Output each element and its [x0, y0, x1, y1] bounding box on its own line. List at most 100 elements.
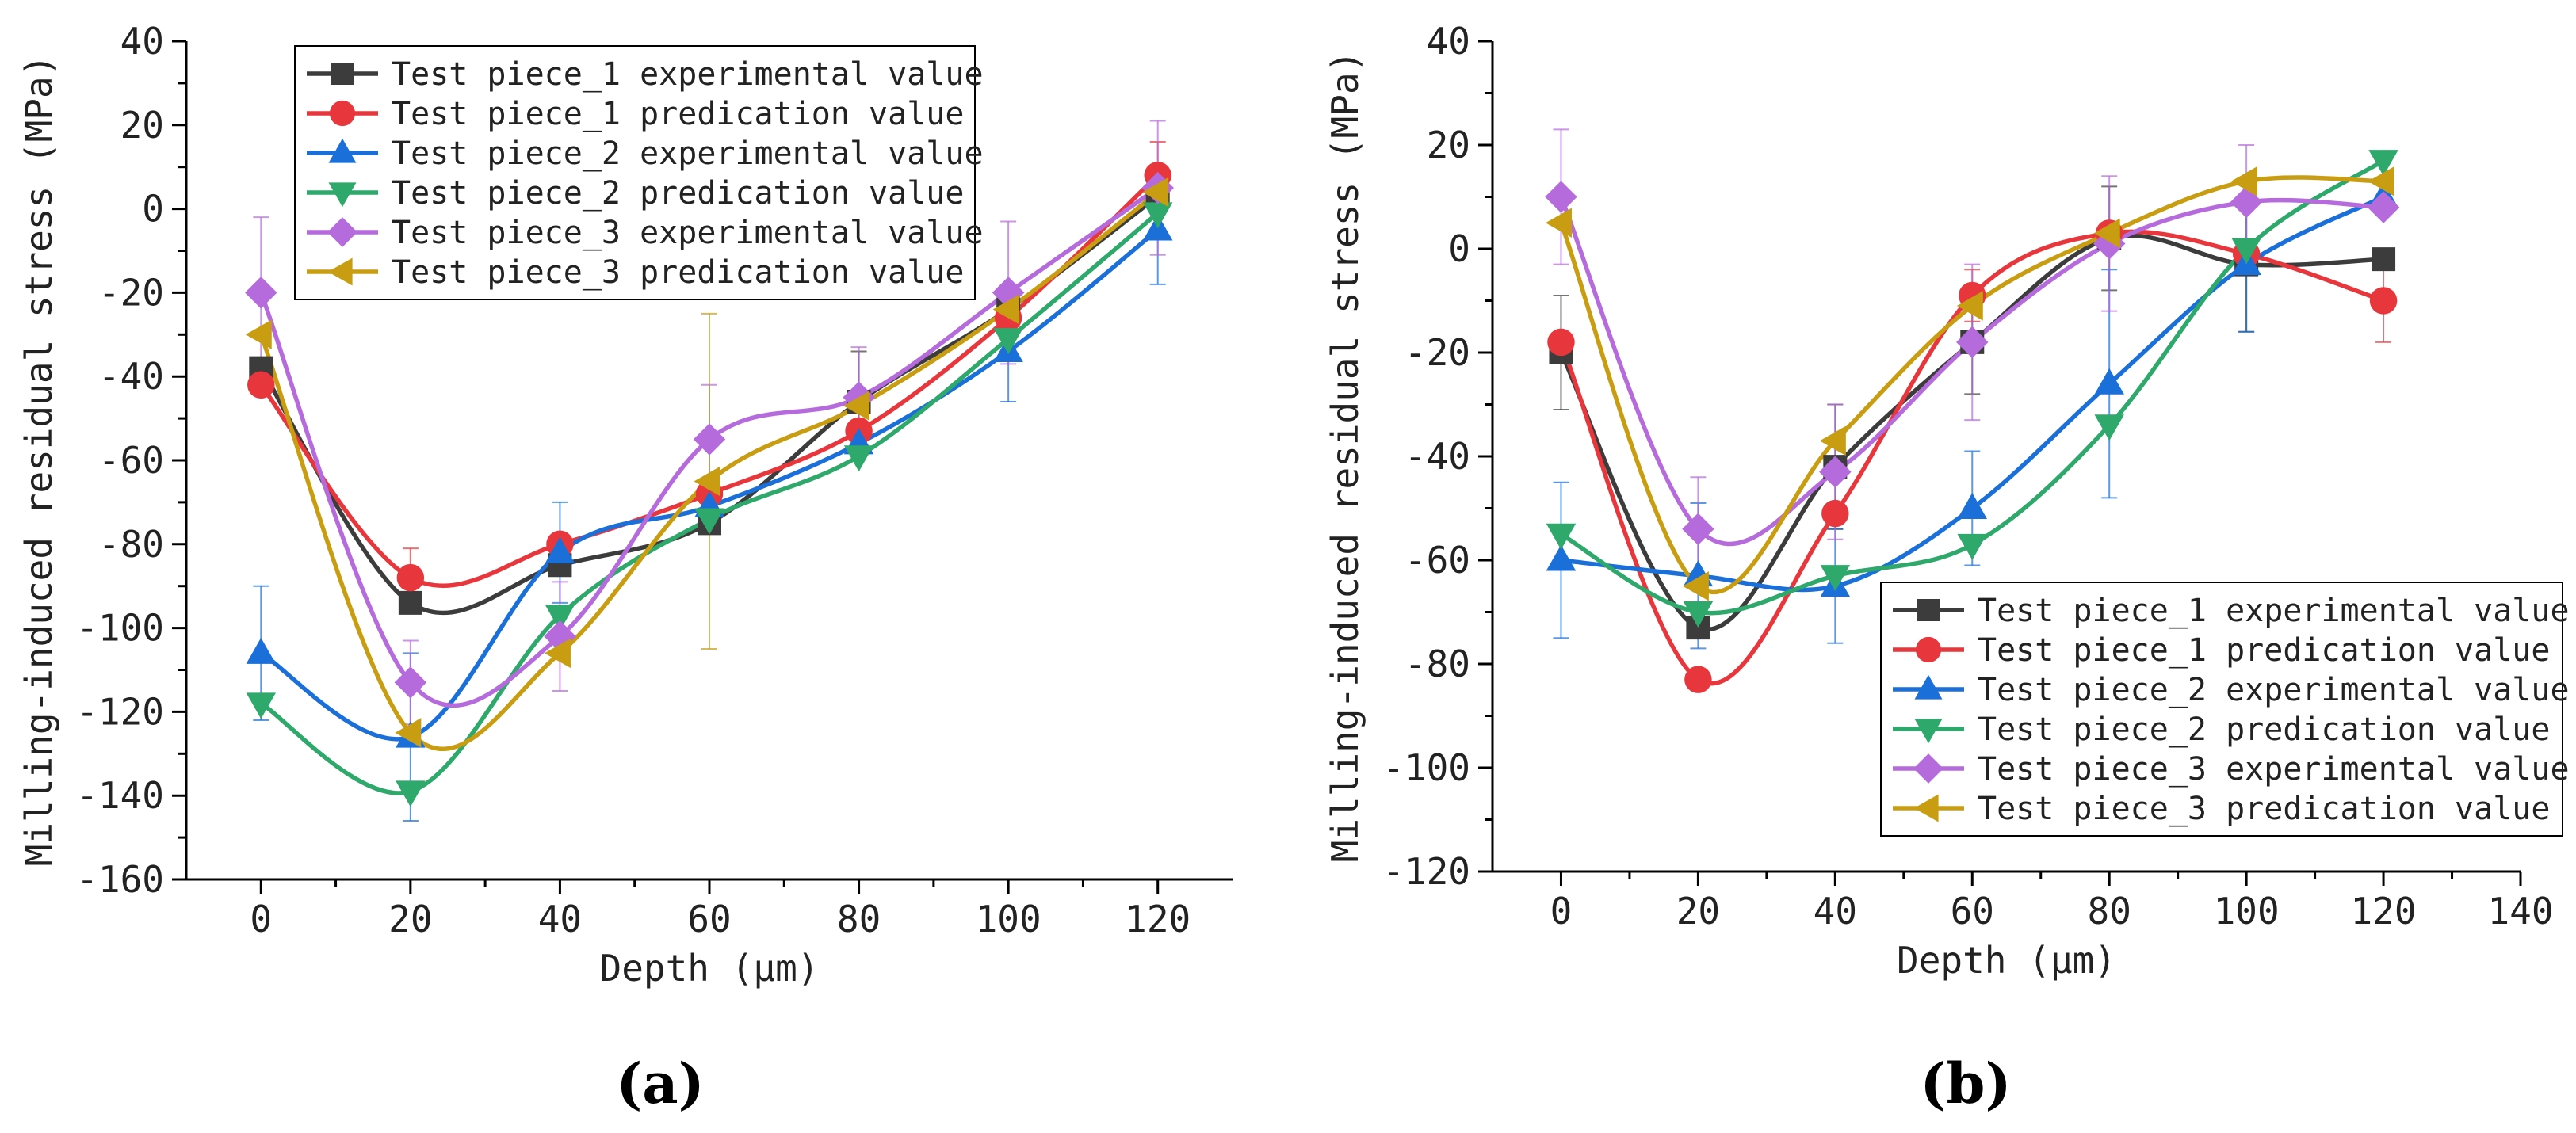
data-point	[843, 391, 870, 421]
data-point	[2369, 287, 2398, 315]
x-tick-label: 120	[1125, 898, 1191, 940]
data-point	[693, 423, 726, 456]
data-point	[1142, 202, 1173, 229]
x-tick-label: 60	[687, 898, 731, 940]
x-tick-label: 40	[1814, 890, 1857, 933]
data-point	[1956, 291, 1983, 321]
data-point	[694, 508, 724, 535]
data-point	[545, 605, 575, 631]
data-point	[2231, 238, 2261, 265]
y-tick-label: -120	[1382, 850, 1470, 893]
legend-label: Test piece_1 predication value	[1978, 632, 2550, 669]
y-tick-label: -140	[76, 774, 164, 817]
data-point	[1545, 181, 1577, 213]
x-tick-label: 80	[2088, 890, 2131, 933]
series-line	[1558, 175, 2384, 595]
legend-marker	[1914, 674, 1943, 700]
chart-panel-b: 0 20 40 60 80 100 120 140 -120 -100 -80 -60 -40 -20 0 2…	[1324, 20, 2570, 982]
legend-marker	[331, 63, 354, 85]
data-point	[247, 371, 275, 399]
data-point	[1545, 208, 1572, 238]
y-tick-label: -60	[1405, 539, 1470, 582]
data-point	[694, 466, 720, 497]
x-axis-title: Depth (μm)	[1897, 939, 2116, 982]
legend-label: Test piece_3 predication value	[1978, 791, 2550, 827]
legend-label: Test piece_1 experimental value	[392, 56, 984, 93]
panel-label-b: (b)	[1920, 1051, 2011, 1116]
data-point	[1957, 533, 1988, 560]
y-tick-label: -160	[76, 858, 164, 901]
data-point	[1957, 493, 1988, 519]
y-tick-label: -20	[1405, 331, 1470, 374]
y-tick-label: -100	[76, 607, 164, 650]
data-point	[2368, 150, 2398, 177]
y-tick-label: 40	[1427, 20, 1470, 63]
data-point	[2367, 191, 2400, 223]
data-point	[2230, 185, 2263, 219]
legend-marker	[1913, 753, 1943, 784]
data-point	[1683, 601, 1714, 628]
y-tick-label: 0	[1448, 227, 1470, 270]
legend-label: Test piece_2 predication value	[1978, 711, 2550, 748]
data-point	[2094, 368, 2124, 395]
x-tick-label: 40	[538, 898, 582, 940]
legend-marker	[329, 100, 356, 127]
y-tick-label: -40	[1405, 435, 1470, 478]
legend-marker	[1917, 599, 1940, 621]
y-tick-label: -40	[98, 355, 164, 398]
legend-label: Test piece_2 experimental value	[392, 135, 984, 172]
data-point	[1547, 328, 1575, 357]
data-point	[395, 718, 422, 748]
data-point	[544, 638, 571, 669]
data-point	[398, 590, 422, 615]
data-point	[246, 637, 277, 664]
x-tick-label: 100	[2214, 890, 2280, 933]
data-point	[2368, 166, 2394, 196]
data-point	[2093, 218, 2120, 249]
data-point	[245, 277, 277, 309]
y-tick-label: 0	[142, 188, 164, 231]
data-point	[1820, 565, 1851, 592]
x-tick-label: 0	[250, 898, 272, 940]
y-tick-label: -60	[98, 439, 164, 482]
y-tick-label: 40	[120, 20, 164, 63]
y-tick-label: 20	[1427, 124, 1470, 166]
legend-label: Test piece_3 experimental value	[392, 215, 984, 251]
data-point	[1546, 544, 1577, 571]
legend-marker	[327, 258, 353, 286]
y-tick-label: -80	[98, 523, 164, 566]
x-tick-label: 60	[1951, 890, 1994, 933]
data-point	[1686, 616, 1710, 640]
data-point	[1821, 499, 1849, 528]
data-point	[1682, 513, 1714, 545]
data-point	[1819, 425, 1846, 456]
data-point	[246, 692, 277, 719]
data-point	[2094, 414, 2124, 441]
data-point	[1682, 571, 1709, 601]
data-point	[1819, 456, 1852, 488]
legend-label: Test piece_3 experimental value	[1978, 751, 2570, 788]
x-tick-label: 80	[837, 898, 881, 940]
data-point	[396, 563, 425, 592]
data-point	[245, 319, 272, 350]
data-point	[992, 294, 1019, 325]
x-tick-label: 20	[1676, 890, 1720, 933]
legend-marker	[328, 182, 357, 208]
chart-panel-a: 0 20 40 60 80 100 120 -160 -140 -120 -100 -80 -60 -40…	[17, 20, 1233, 990]
y-axis-title: Milling-induced residual stress (MPa)	[17, 55, 60, 867]
data-point	[993, 328, 1023, 355]
legend-label: Test piece_1 predication value	[392, 96, 964, 132]
y-tick-label: -80	[1405, 643, 1470, 685]
y-tick-label: 20	[120, 104, 164, 147]
x-tick-label: 100	[976, 898, 1041, 940]
data-point	[396, 780, 426, 807]
legend-marker	[327, 217, 357, 247]
data-point	[1956, 326, 1989, 359]
legend-label: Test piece_1 experimental value	[1978, 593, 2570, 629]
data-point	[1142, 177, 1169, 208]
legend-marker	[328, 138, 357, 163]
legend-label: Test piece_2 experimental value	[1978, 672, 2570, 708]
legend-label: Test piece_3 predication value	[392, 254, 964, 291]
